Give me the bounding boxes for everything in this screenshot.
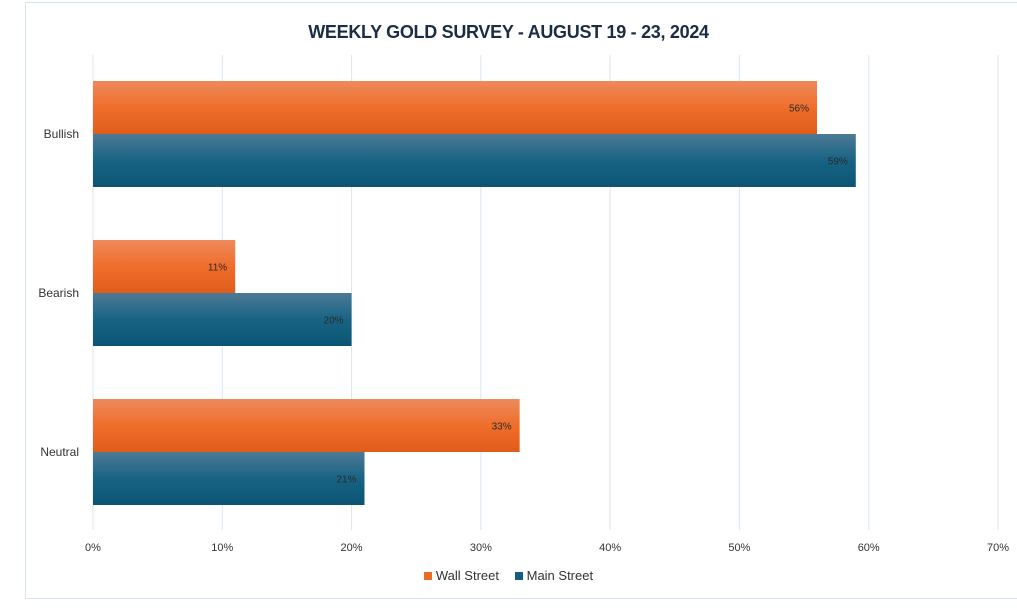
data-label: 20% (324, 316, 344, 327)
data-label: 59% (828, 157, 848, 168)
x-tick-label: 10% (211, 542, 233, 554)
legend-swatch (423, 572, 432, 580)
category-label: Bearish (38, 286, 79, 300)
bar-main-street (93, 134, 856, 187)
x-tick-label: 70% (987, 542, 1009, 554)
data-label: 33% (492, 422, 512, 433)
data-label: 11% (208, 263, 227, 274)
data-label: 56% (789, 104, 809, 115)
bar-wall-street (93, 399, 520, 452)
bar-main-street (93, 452, 365, 505)
legend-item-main-street: Main Street (514, 568, 594, 583)
legend-label: Wall Street (435, 568, 499, 583)
x-tick-label: 40% (599, 542, 621, 554)
category-label: Bullish (44, 127, 79, 141)
chart-title: WEEKLY GOLD SURVEY - AUGUST 19 - 23, 202… (308, 22, 709, 42)
bar-wall-street (93, 81, 817, 134)
legend-label: Main Street (526, 568, 594, 583)
x-tick-label: 50% (728, 542, 750, 554)
legend-item-wall-street: Wall Street (423, 568, 499, 583)
category-label: Neutral (40, 445, 79, 459)
x-tick-label: 20% (341, 542, 363, 554)
bar-wall-street (93, 240, 236, 293)
x-tick-label: 30% (470, 542, 492, 554)
legend: Wall Street Main Street (0, 568, 1017, 583)
legend-swatch (514, 572, 523, 580)
bar-main-street (93, 293, 352, 346)
data-label: 21% (336, 475, 356, 486)
x-tick-label: 0% (85, 542, 101, 554)
x-tick-label: 60% (858, 542, 880, 554)
